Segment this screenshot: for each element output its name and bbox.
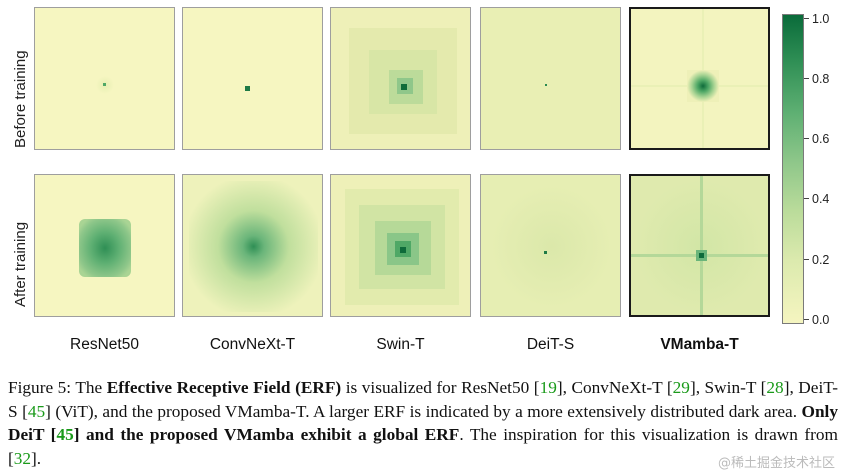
colorbar [782,14,804,324]
colorbar-tick-label: 0.2 [812,253,830,267]
erf-vmamba-after [629,174,770,317]
erf-resnet50-after [34,174,175,317]
column-label-vmamba: VMamba-T [660,336,739,353]
caption-bold-claim: Only DeiT [ [8,401,838,445]
colorbar-tick-label: 0.0 [812,313,830,327]
caption-text: ]. [31,448,42,468]
colorbar-tick [804,18,809,19]
caption-text: ] (ViT), and the proposed VMamba-T. A la… [45,401,802,421]
colorbar-tick-label: 1.0 [812,12,830,26]
column-label-deit: DeiT-S [526,336,575,353]
erf-figure: Before training After training [12,7,830,353]
erf-convnext-before [182,7,323,150]
colorbar-tick-label: 0.8 [812,72,830,86]
colorbar-tick [804,138,809,139]
column-label-resnet50: ResNet50 [70,336,139,353]
colorbar-tick [804,78,809,79]
erf-swin-before-map [331,8,470,149]
citation-link[interactable]: 29 [672,378,690,397]
erf-deit-before [480,7,621,150]
caption-text: ], ConvNeXt-T [ [556,378,673,397]
watermark: @稀土掘金技术社区 [717,456,835,471]
erf-deit-before-map [481,8,620,149]
column-label-swin: Swin-T [376,336,425,353]
row-label-after: After training [12,221,29,307]
caption-bold-claim: ] and the proposed VMamba exhibit a glob… [73,425,460,444]
erf-convnext-before-map [183,8,322,149]
colorbar-tick [804,259,809,260]
citation-link[interactable]: 28 [766,378,784,397]
caption-text: . The inspiration for this visualization… [8,425,838,468]
citation-link[interactable]: 45 [56,425,74,444]
erf-resnet50-before-map [35,8,174,149]
erf-convnext-after [182,174,323,317]
caption-text: is visualized for ResNet50 [ [341,378,540,397]
column-label-convnext: ConvNeXt-T [209,336,296,353]
caption-text: ], DeiT-S [ [8,378,838,421]
erf-vmamba-after-map [631,176,768,315]
erf-swin-after [330,174,471,317]
caption-text: ], Swin-T [ [689,378,767,397]
figure-caption: Figure 5: The Effective Receptive Field … [8,376,838,470]
caption-text: The [71,378,107,397]
citation-link[interactable]: 32 [13,448,32,468]
erf-convnext-after-map [183,175,322,316]
erf-vmamba-before [629,7,770,150]
erf-deit-after-map [481,175,620,316]
colorbar-tick-label: 0.6 [812,132,830,146]
citation-link[interactable]: 19 [539,378,557,397]
caption-label: Figure 5: [8,378,72,397]
citation-link[interactable]: 45 [27,401,46,421]
erf-resnet50-after-map [35,175,174,316]
erf-swin-after-map [331,175,470,316]
row-label-before: Before training [12,50,29,148]
colorbar-tick [804,198,809,199]
colorbar-tick-label: 0.4 [812,192,830,206]
erf-deit-after [480,174,621,317]
erf-vmamba-before-map [631,9,768,148]
caption-bold-erf: Effective Receptive Field (ERF) [106,378,342,397]
erf-resnet50-before [34,7,175,150]
erf-swin-before [330,7,471,150]
colorbar-tick [804,319,809,320]
